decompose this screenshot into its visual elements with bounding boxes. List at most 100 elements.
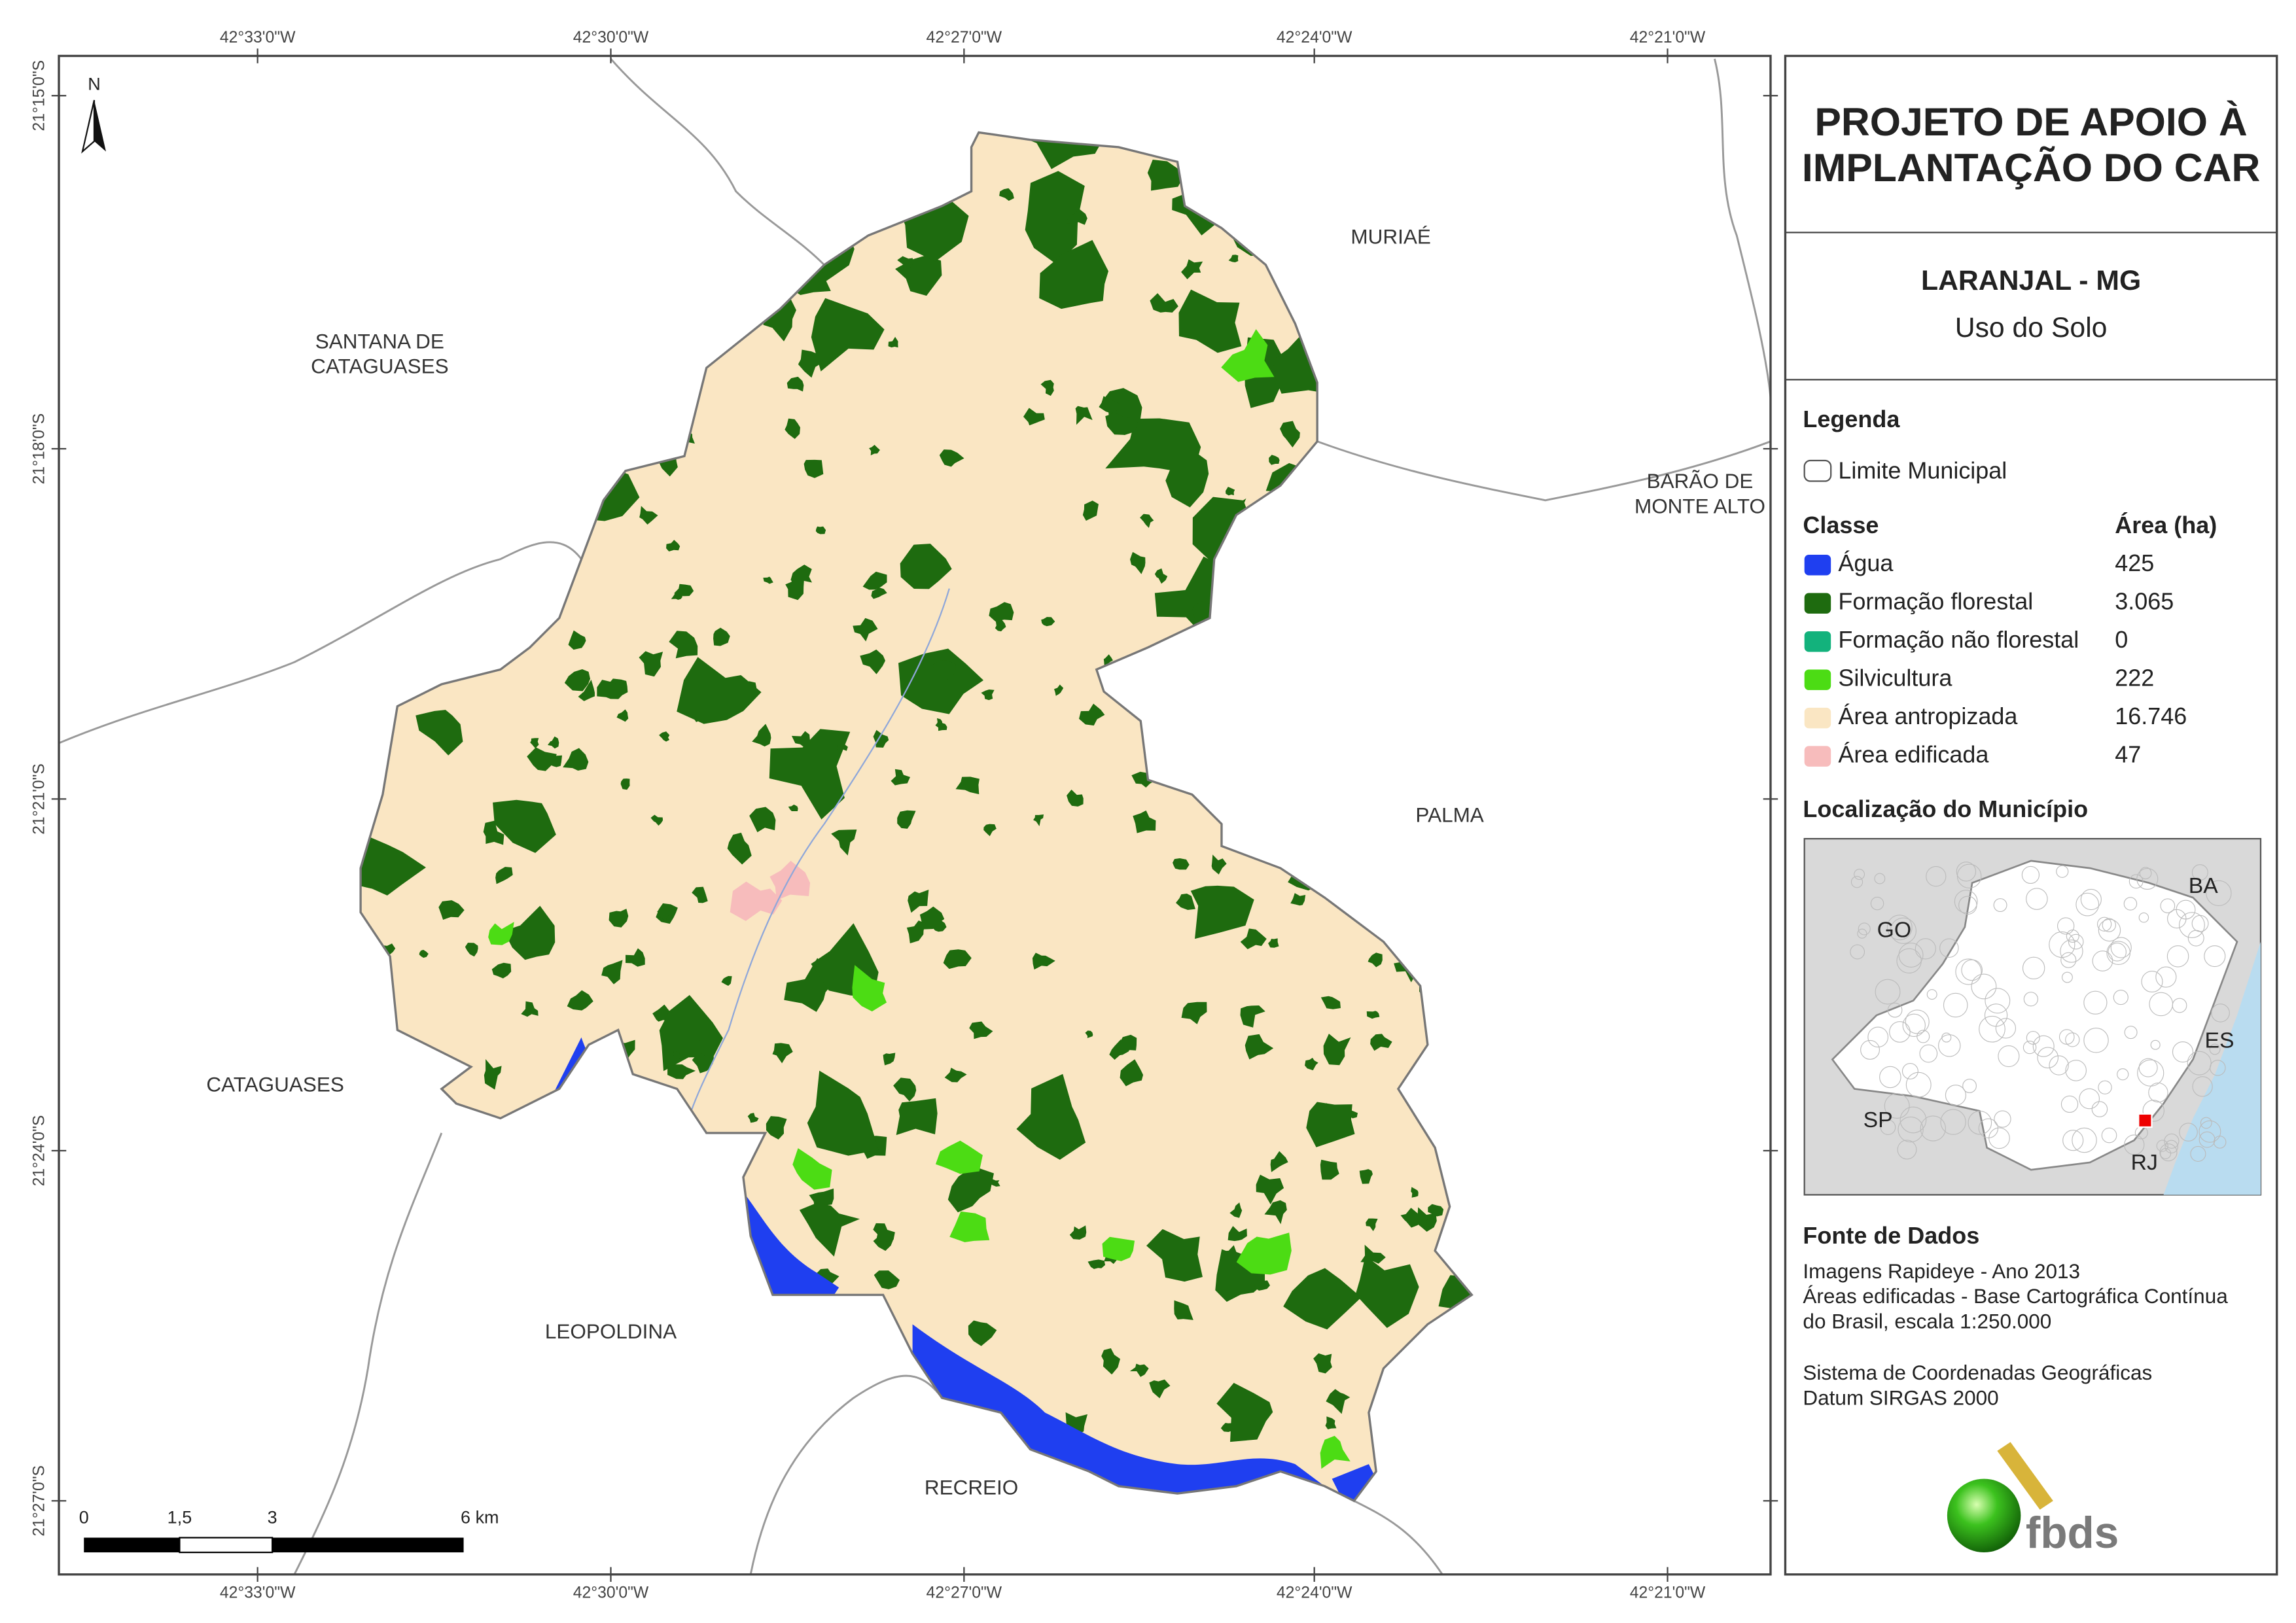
forest-patch [1355, 1255, 1419, 1329]
forest-patch [869, 444, 880, 456]
forest-patch [567, 990, 593, 1011]
forest-patch [1140, 514, 1154, 529]
class-header: Classe [1803, 512, 1879, 538]
inset-cell [1874, 873, 1886, 884]
forest-patch [799, 1203, 860, 1257]
forest-patch [657, 907, 670, 921]
forest-patch [897, 256, 913, 270]
inset-cell [1902, 1013, 1926, 1037]
inset-cell [1994, 1110, 2011, 1128]
inset-label: RJ [2131, 1150, 2158, 1175]
forest-patch [1087, 1259, 1106, 1269]
inset-cell [2204, 945, 2226, 968]
inset-cell [1850, 876, 1863, 888]
inset-cell [2026, 888, 2048, 910]
place-label: BARÃO DE [1647, 469, 1754, 493]
legend-class: Silvicultura [1838, 665, 1952, 691]
forest-patch [1181, 259, 1203, 279]
place-label: RECREIO [925, 1476, 1018, 1499]
scale-label: 3 [268, 1507, 277, 1527]
forest-patch [893, 1077, 917, 1102]
inset-cell [1926, 866, 1947, 887]
source-line: Áreas edificadas - Base Cartográfica Con… [1803, 1284, 2228, 1308]
inset-cell [2164, 1133, 2180, 1149]
longitude-label: 42°21'0"W [1630, 29, 1706, 46]
inset-cell [1941, 1032, 1952, 1043]
inset-cell [1850, 944, 1865, 960]
inset-cell [1860, 1039, 1880, 1060]
rivers [59, 58, 1771, 1575]
inset-cell [2092, 951, 2113, 971]
inset-cell [1915, 938, 1936, 960]
place-label: CATAGUASES [311, 355, 449, 378]
forest-patch [1366, 1011, 1380, 1019]
inset-label: SP [1863, 1108, 1893, 1132]
forest-patch [671, 593, 683, 600]
inset-cell [1968, 1110, 1992, 1135]
inset-cell [2049, 1055, 2069, 1075]
inset-location [2138, 1113, 2153, 1128]
inset-cell [1985, 988, 2011, 1014]
forest-patch [1411, 1187, 1419, 1198]
forest-patch [816, 1268, 839, 1287]
forest-patch [1069, 1225, 1087, 1240]
forest-patch [699, 1028, 718, 1048]
forest-patch [1146, 1229, 1203, 1282]
inset-cell [1905, 1072, 1932, 1098]
place-label: CATAGUASES [206, 1072, 344, 1096]
inset-cell [2117, 1068, 2129, 1081]
inset-cell [2102, 918, 2116, 932]
forest-patch [578, 679, 595, 701]
inset-cell [2179, 912, 2205, 939]
forest-patch [995, 619, 1006, 632]
latitude-label: 21°15'0"S [30, 60, 48, 131]
inset-label: BA [2189, 873, 2218, 898]
forest-patch [883, 1053, 896, 1066]
forest-patch [766, 1116, 787, 1140]
legend-swatch [1804, 554, 1831, 576]
silviculture-patch [1236, 1232, 1292, 1275]
inset-cell [2192, 1076, 2213, 1097]
forest-patch [1130, 551, 1146, 574]
forest-patch [888, 336, 898, 348]
forest-patch [931, 660, 956, 680]
inset-cell [2091, 1101, 2108, 1117]
inset-cell [2083, 990, 2108, 1015]
inset-cell [1905, 1009, 1930, 1034]
inset-cell [2062, 1130, 2084, 1151]
scale-segment [272, 1537, 464, 1553]
forest-patch [465, 943, 478, 957]
inset-cell [2199, 1131, 2216, 1148]
forest-patch [769, 729, 851, 820]
forest-patch [1306, 1102, 1355, 1147]
forest-patch [491, 962, 512, 979]
inset-cell [2021, 865, 2040, 884]
forest-patch [900, 544, 952, 589]
water [912, 1324, 1325, 1501]
legend-rows: Água 425 Formação florestal 3.065 Formação n… [1804, 550, 2187, 768]
forest-patch [483, 820, 504, 845]
place-label: LEOPOLDINA [545, 1319, 677, 1343]
forest-patch [1039, 239, 1108, 309]
forest-patch [891, 769, 911, 786]
inset-cell [1919, 1044, 1938, 1063]
forest-patch [944, 1068, 967, 1083]
inset-cell [1884, 1093, 1910, 1119]
forest-patch [1359, 1169, 1373, 1184]
inset-cell [1955, 958, 1982, 985]
forest-patch [692, 886, 708, 903]
legend-area: 3.065 [2115, 588, 2174, 615]
forest-patch [669, 631, 698, 659]
forest-patch [908, 889, 929, 913]
forest-patch [831, 829, 857, 856]
source-line: Datum SIRGAS 2000 [1803, 1386, 1998, 1409]
scale-segment [84, 1537, 180, 1553]
forest-patch [1099, 396, 1122, 413]
legend-area: 16.746 [2115, 703, 2187, 729]
forest-patch [1256, 1174, 1284, 1205]
forest-patch [650, 814, 663, 826]
logo-ball [1947, 1478, 2021, 1553]
inset-cell [1887, 1002, 1903, 1018]
boundary-label: Limite Municipal [1838, 457, 2007, 484]
forest-patch [786, 376, 804, 392]
